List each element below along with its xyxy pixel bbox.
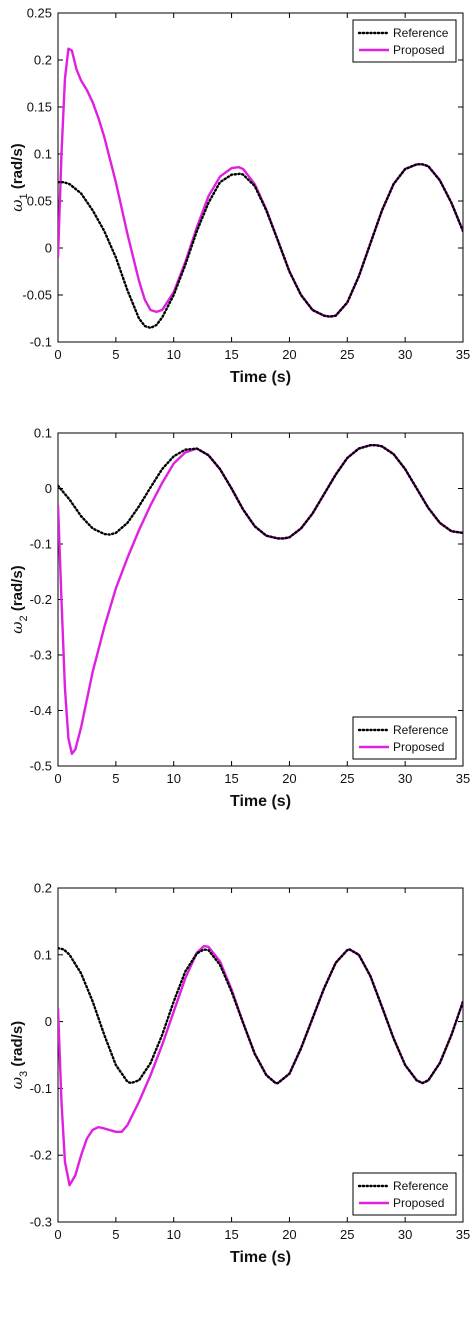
y-tick-label: 0.1 — [34, 426, 52, 441]
y-tick-label: -0.2 — [30, 1148, 52, 1163]
legend-label-reference: Reference — [393, 26, 449, 40]
legend-label-reference: Reference — [393, 723, 449, 737]
legend: Reference Proposed — [352, 1172, 457, 1216]
y-tick-label: 0 — [45, 481, 52, 496]
x-tick-label: 20 — [282, 771, 296, 786]
y-axis-subscript: 1 — [18, 193, 30, 199]
y-axis-label: ω2 (rad/s) — [8, 565, 30, 633]
series-line-reference — [58, 946, 463, 1085]
y-tick-label: -0.05 — [22, 288, 52, 303]
x-tick-label: 15 — [224, 347, 238, 362]
y-tick-label: 0.25 — [27, 6, 52, 21]
x-tick-label: 5 — [112, 771, 119, 786]
y-axis-subscript: 2 — [18, 615, 30, 621]
y-axis-subscript: 3 — [18, 1071, 30, 1077]
y-tick-label: 0.2 — [34, 881, 52, 896]
legend-label-reference: Reference — [393, 1179, 449, 1193]
legend-box — [352, 19, 457, 63]
x-tick-label: 35 — [456, 1227, 470, 1242]
y-tick-label: 0.05 — [27, 194, 52, 209]
y-tick-label: -0.1 — [30, 537, 52, 552]
y-tick-label: -0.4 — [30, 703, 52, 718]
y-axis-label: ω3 (rad/s) — [8, 1021, 30, 1089]
y-tick-label: -0.2 — [30, 592, 52, 607]
plot-area — [57, 432, 464, 767]
y-tick-label: -0.1 — [30, 335, 52, 350]
plot-area — [57, 887, 464, 1223]
y-tick-label: -0.3 — [30, 1215, 52, 1230]
x-tick-label: 10 — [166, 771, 180, 786]
y-axis-symbol: ω — [8, 199, 26, 211]
x-tick-label: 20 — [282, 1227, 296, 1242]
x-tick-label: 0 — [54, 347, 61, 362]
x-tick-label: 10 — [166, 1227, 180, 1242]
y-tick-label: -0.1 — [30, 1081, 52, 1096]
x-tick-label: 25 — [340, 1227, 354, 1242]
legend: Reference Proposed — [352, 19, 457, 63]
x-axis-label: Time (s) — [230, 793, 291, 810]
y-tick-label: 0.1 — [34, 147, 52, 162]
legend-label-proposed: Proposed — [393, 43, 444, 57]
y-axis-unit: (rad/s) — [9, 1021, 26, 1071]
y-axis-unit: (rad/s) — [9, 565, 26, 615]
y-tick-label: 0.15 — [27, 100, 52, 115]
x-tick-label: 35 — [456, 771, 470, 786]
series-line-reference — [58, 444, 463, 540]
x-tick-label: 0 — [54, 1227, 61, 1242]
x-tick-label: 30 — [398, 771, 412, 786]
y-axis-symbol: ω — [8, 621, 26, 633]
x-tick-label: 25 — [340, 347, 354, 362]
x-tick-label: 5 — [112, 1227, 119, 1242]
y-tick-label: 0 — [45, 1014, 52, 1029]
y-tick-label: -0.3 — [30, 648, 52, 663]
x-tick-label: 30 — [398, 347, 412, 362]
x-tick-label: 0 — [54, 771, 61, 786]
x-tick-label: 25 — [340, 771, 354, 786]
legend: Reference Proposed — [352, 716, 457, 760]
y-tick-label: 0.2 — [34, 53, 52, 68]
y-tick-label: -0.5 — [30, 759, 52, 774]
legend-box — [352, 1172, 457, 1216]
x-tick-label: 15 — [224, 1227, 238, 1242]
legend-label-proposed: Proposed — [393, 1196, 444, 1210]
legend-label-proposed: Proposed — [393, 740, 444, 754]
chart-omega-2: 0 5 10 15 20 25 30 35 -0.5 -0.4 -0.3 -0.2 -0.1 0 0.1 Ti… — [8, 426, 470, 811]
x-tick-label: 35 — [456, 347, 470, 362]
x-axis-label: Time (s) — [230, 369, 291, 386]
x-tick-label: 15 — [224, 771, 238, 786]
y-axis-unit: (rad/s) — [9, 143, 26, 193]
x-tick-label: 10 — [166, 347, 180, 362]
series-line-reference — [58, 163, 463, 330]
x-tick-label: 5 — [112, 347, 119, 362]
y-axis-symbol: ω — [8, 1077, 26, 1089]
x-tick-label: 20 — [282, 347, 296, 362]
y-tick-label: 0 — [45, 241, 52, 256]
chart-omega-3: 0 5 10 15 20 25 30 35 -0.3 -0.2 -0.1 0 0.1 0.2 Time (s… — [8, 881, 470, 1267]
y-axis-label: ω1 (rad/s) — [8, 143, 30, 211]
y-tick-label: 0.1 — [34, 947, 52, 962]
chart-omega-1: 0 5 10 15 20 25 30 35 -0.1 -0.05 0 0.05 0.1 0.15 0.2 0.… — [8, 6, 470, 387]
x-tick-label: 30 — [398, 1227, 412, 1242]
legend-box — [352, 716, 457, 760]
x-axis-label: Time (s) — [230, 1249, 291, 1266]
